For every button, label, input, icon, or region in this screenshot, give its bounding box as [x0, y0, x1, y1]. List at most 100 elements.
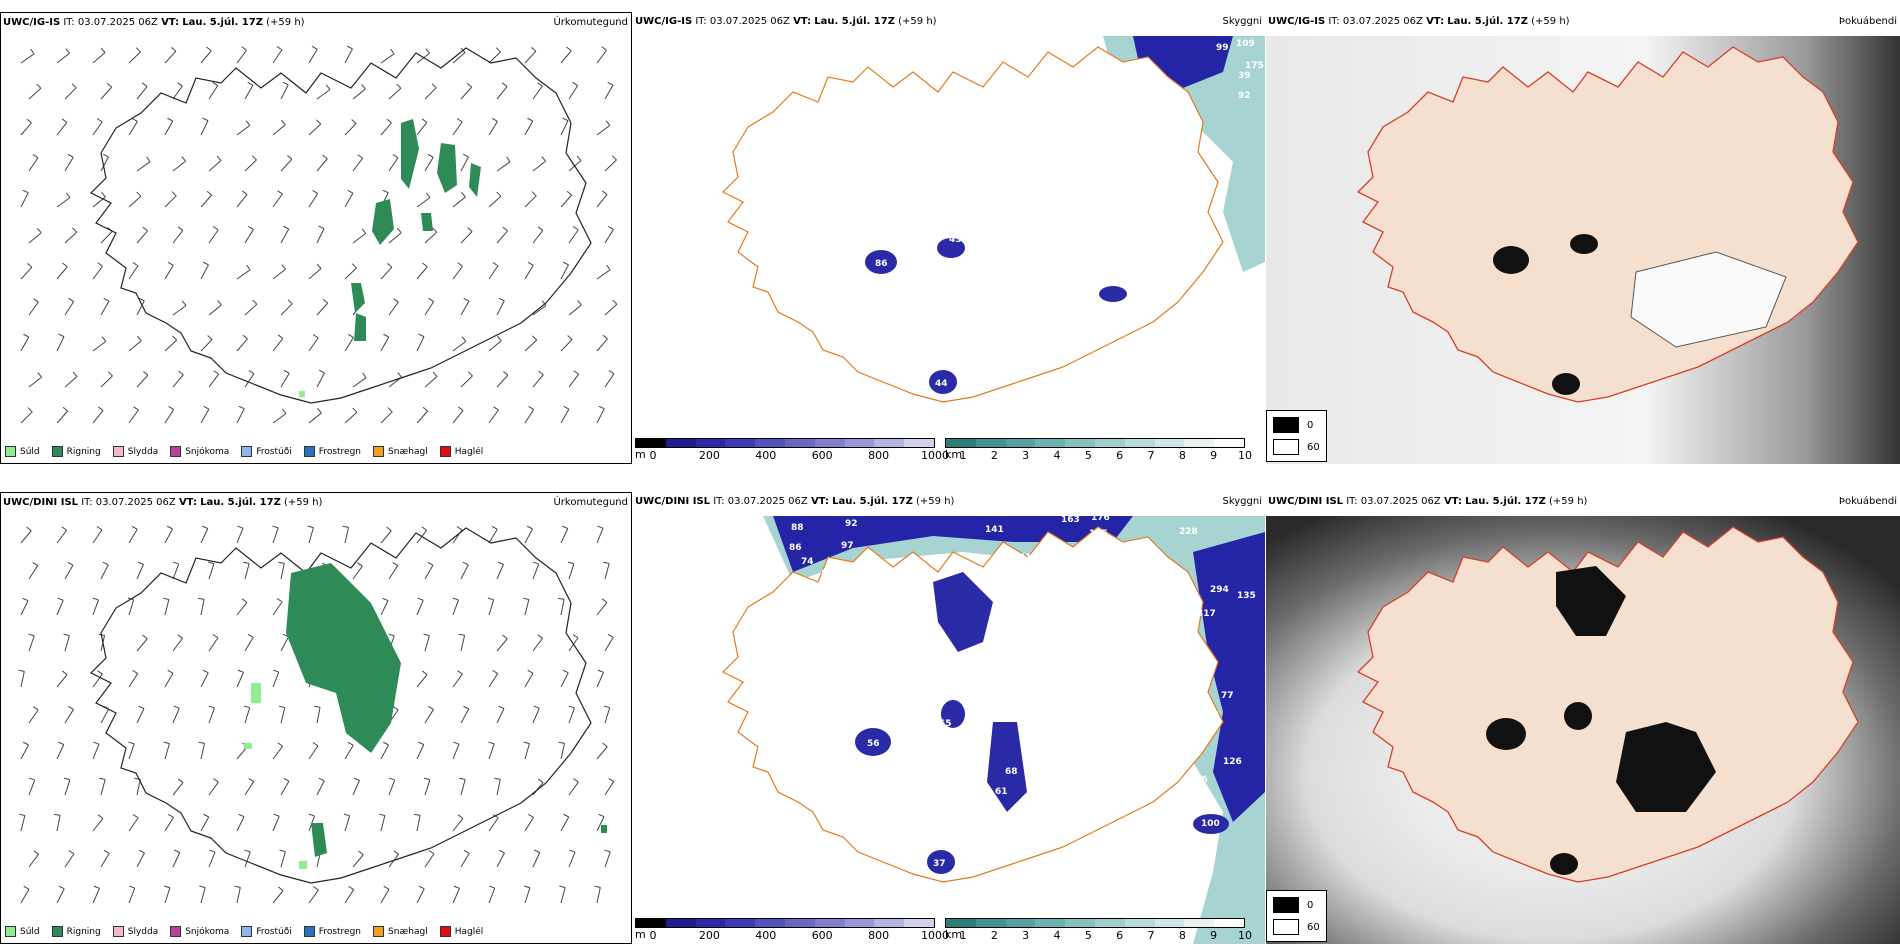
- wind-barb: [92, 52, 106, 64]
- wind-barb-flag: [281, 408, 287, 414]
- wind-barb-flag: [308, 813, 315, 817]
- wind-barb-flag: [418, 333, 425, 338]
- wind-barb-flag: [141, 82, 148, 87]
- wind-barb-flag: [353, 777, 360, 781]
- wind-barb-flag: [361, 84, 366, 90]
- panel-title: UWC/DINI ISL IT: 03.07.2025 06Z VT: Lau.…: [3, 497, 323, 508]
- wind-barb: [560, 264, 569, 280]
- wind-barb-flag: [163, 741, 170, 745]
- wind-barb: [424, 853, 435, 868]
- wind-barb: [236, 49, 248, 64]
- wind-barb-flag: [173, 705, 180, 709]
- wind-barb-flag: [181, 156, 186, 162]
- wind-barb-flag: [167, 669, 174, 674]
- wind-barb: [560, 194, 573, 208]
- wind-barb-flag: [172, 335, 178, 341]
- wind-barb-flag: [202, 117, 209, 122]
- wind-barb: [56, 122, 68, 136]
- wind-barb-flag: [607, 81, 614, 86]
- colorbar-step: [1184, 919, 1215, 927]
- vis-label: 68: [1005, 767, 1018, 777]
- wind-barb: [416, 336, 425, 352]
- wind-barb: [100, 564, 109, 580]
- wind-barb-flag: [212, 82, 218, 87]
- vis-label: 92: [1238, 91, 1251, 101]
- wind-barb: [560, 816, 570, 832]
- wind-barb-flag: [428, 705, 434, 710]
- wind-barb: [280, 303, 293, 316]
- wind-barb: [164, 265, 174, 280]
- wind-barb-flag: [212, 634, 219, 639]
- vis-label: 126: [1189, 775, 1208, 785]
- wind-barb-flag: [272, 669, 279, 673]
- colorbar-tick: 1000: [921, 449, 949, 462]
- wind-barb: [452, 888, 460, 904]
- wind-barb-flag: [496, 335, 502, 342]
- wind-barb: [136, 564, 144, 580]
- wind-barb-flag: [528, 813, 534, 818]
- colorbar-step: [1065, 919, 1095, 927]
- fog-legend: 0 60: [1266, 890, 1327, 942]
- wind-barb-flag: [107, 371, 113, 377]
- wind-barb: [64, 779, 71, 796]
- colorbar-step: [904, 919, 934, 927]
- wind-barb: [20, 671, 25, 688]
- wind-barb-flag: [312, 334, 319, 339]
- colorbar-tick: 1000: [921, 929, 949, 942]
- wind-barb: [524, 195, 537, 208]
- wind-barb: [64, 157, 74, 172]
- wind-barb: [208, 563, 215, 580]
- wind-barb: [424, 231, 438, 244]
- wind-barb: [280, 563, 285, 580]
- vis-label: 97: [841, 541, 854, 551]
- wind-barb: [100, 708, 110, 724]
- wind-barb: [172, 230, 184, 244]
- vis-label: 37: [933, 859, 946, 869]
- wind-barb: [460, 853, 470, 868]
- wind-barb-flag: [431, 83, 437, 89]
- wind-barb-flag: [432, 371, 438, 377]
- colorbar-step: [1094, 919, 1125, 927]
- wind-barb-flag: [311, 45, 318, 50]
- legend-item: Frostúði: [241, 926, 292, 937]
- wind-barb-flag: [135, 47, 141, 53]
- wind-barb-flag: [537, 226, 544, 231]
- wind-barb-flag: [358, 850, 364, 856]
- wind-barb: [344, 745, 354, 760]
- precip-legend: Súld Rigning Slydda Snjókoma Frostúði Fr…: [5, 926, 495, 937]
- wind-barb-flag: [217, 300, 222, 306]
- colorbar-tick: 6: [1116, 929, 1124, 942]
- colorbar-step: [1035, 919, 1066, 927]
- wind-barb: [236, 408, 245, 424]
- wind-barb: [416, 674, 428, 688]
- wind-barb: [56, 815, 61, 832]
- visibility-map: 88 92 86 97 74 82 141 163 176 185 162 22…: [722, 513, 1265, 944]
- wind-barb: [560, 339, 573, 352]
- wind-barb: [352, 780, 360, 796]
- wind-barb: [56, 888, 65, 904]
- wind-barb-flag: [425, 192, 431, 198]
- wind-barb: [416, 744, 425, 760]
- wind-barb-flag: [71, 83, 77, 89]
- wind-barb: [524, 265, 534, 280]
- wind-barb-flag: [316, 119, 322, 125]
- wind-barb-flag: [527, 669, 534, 674]
- precip-panel-top: UWC/IG-IS IT: 03.07.2025 06Z VT: Lau. 5.…: [0, 12, 632, 464]
- colorbar-tick: 6: [1116, 449, 1124, 462]
- wind-barb: [308, 193, 319, 208]
- wind-barb: [244, 159, 257, 172]
- wind-barb-flag: [96, 118, 103, 123]
- wind-barb: [20, 530, 32, 544]
- wind-barb: [164, 817, 174, 832]
- wind-barb-flag: [314, 705, 321, 708]
- wind-barb: [460, 635, 466, 652]
- legend-swatch: [5, 926, 16, 937]
- wind-barb-flag: [534, 849, 540, 853]
- wind-barb-flag: [387, 407, 393, 413]
- colorbar-step: [725, 919, 756, 927]
- wind-barb: [236, 672, 244, 688]
- legend-item: Slydda: [112, 926, 158, 937]
- wind-barb: [272, 338, 284, 352]
- wind-barb-flag: [427, 153, 434, 158]
- wind-barb: [388, 157, 399, 172]
